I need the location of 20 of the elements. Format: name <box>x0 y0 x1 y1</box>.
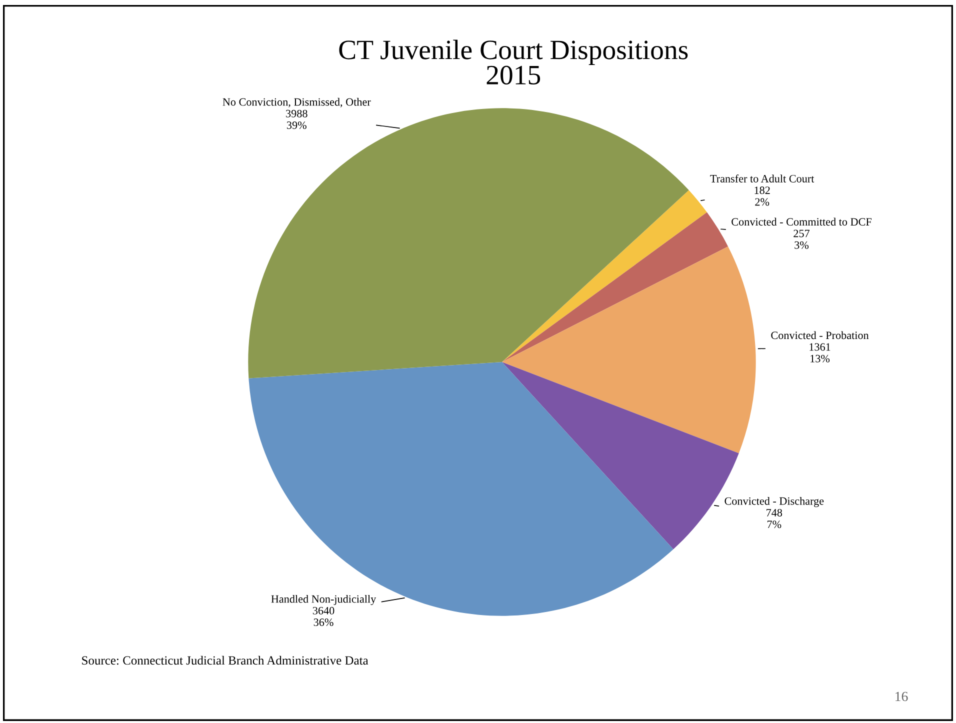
slice-label: Convicted - Discharge <box>724 497 824 508</box>
data-label: 1361 13% <box>810 343 830 362</box>
slice-label: No Conviction, Dismissed, Other <box>222 98 371 108</box>
pie-slice <box>502 246 756 454</box>
slice-label: Convicted - Committed to DCF <box>732 218 872 226</box>
pie-slice <box>502 190 707 362</box>
slice-label: Convicted - Probation <box>771 331 869 340</box>
chart-title: CT Juvenile Court Dispositions 2015 <box>339 40 688 85</box>
pie-slice <box>502 212 728 362</box>
slice-label: Transfer to Adult Court <box>710 174 814 182</box>
data-label: 3640 36% <box>312 606 334 626</box>
data-label: 748 7% <box>766 508 782 528</box>
data-label: 257 3% <box>794 230 810 249</box>
text: 16 <box>896 692 908 702</box>
pie-slice <box>248 362 674 616</box>
pie-slice <box>248 108 689 378</box>
slice-label: Handled Non-judicially <box>271 594 376 606</box>
data-label: 3988 39% <box>286 110 308 130</box>
data-label: 182 2% <box>754 186 770 206</box>
source-note: Source: Connecticut Judicial Branch Administrative Data <box>82 656 368 665</box>
